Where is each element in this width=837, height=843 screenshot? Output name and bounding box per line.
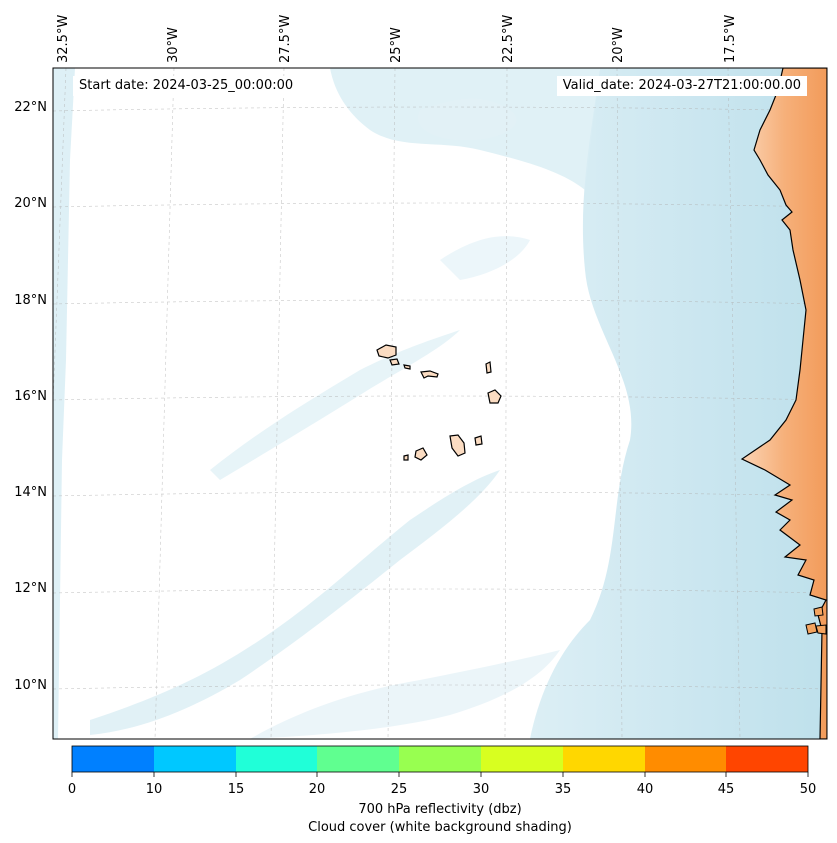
cloud-shading-east: [530, 68, 827, 739]
lat-tick-label: 14°N: [14, 485, 47, 500]
island-santiago: [449, 434, 466, 457]
lat-tick-label: 12°N: [14, 581, 47, 596]
island-santo-antao: [376, 344, 397, 359]
colorbar-segment: [726, 746, 808, 772]
island-brava: [403, 454, 409, 461]
cloud-shading-north2: [418, 98, 517, 141]
lat-tick-label: 22°N: [14, 100, 47, 115]
cloud-streak-4: [440, 236, 530, 280]
colorbar-segment: [563, 746, 645, 772]
valid-date-label: Valid_date: 2024-03-27T21:00:00.00: [556, 76, 807, 96]
colorbar-tick-label: 45: [718, 782, 735, 797]
lat-tick-label: 18°N: [14, 293, 47, 308]
island-sao-vicente: [389, 358, 400, 366]
island-fogo: [414, 447, 428, 461]
map-content: [53, 68, 827, 739]
lon-tick-label: 25°W: [389, 27, 404, 63]
island-sao-nicolau: [420, 370, 439, 379]
colorbar-frame: [71, 745, 809, 773]
lon-tick-label: 17.5°W: [723, 15, 738, 63]
island-maio: [474, 435, 483, 446]
start-date-label: Start date: 2024-03-25_00:00:00: [73, 76, 300, 96]
island-sal: [485, 361, 492, 374]
colorbar-tick-label: 30: [473, 782, 490, 797]
lon-tick-label: 30°W: [166, 27, 181, 63]
lon-tick-label: 27.5°W: [278, 15, 293, 63]
colorbar-segment: [645, 746, 726, 772]
colorbar-segment: [236, 746, 317, 772]
colorbar-tick-label: 50: [800, 782, 817, 797]
colorbar: 0 10 15 20 25 30 35 40 45 50 700 hPa ref…: [68, 745, 817, 835]
colorbar-tick-label: 35: [555, 782, 572, 797]
colorbar-tick-label: 0: [68, 782, 76, 797]
colorbar-segment: [154, 746, 236, 772]
colorbar-tick-label: 40: [637, 782, 654, 797]
cloud-streak-2: [210, 330, 460, 480]
lat-tick-label: 10°N: [14, 678, 47, 693]
colorbar-segment: [481, 746, 563, 772]
lon-tick-label: 20°W: [611, 27, 626, 63]
gridlines: [53, 68, 827, 739]
cloud-shading-west: [53, 68, 75, 739]
colorbar-segment: [399, 746, 481, 772]
lat-tick-label: 20°N: [14, 196, 47, 211]
colorbar-tick-label: 10: [146, 782, 163, 797]
bijagos-island-3: [815, 624, 827, 635]
island-boa-vista: [487, 389, 502, 404]
colorbar-segment: [317, 746, 399, 772]
island-santa-luzia: [403, 364, 411, 370]
colorbar-tick-label: 25: [391, 782, 408, 797]
africa-landmass: [740, 68, 827, 739]
cloud-streak-3: [250, 650, 560, 739]
colorbar-tick-label: 15: [228, 782, 245, 797]
lat-tick-label: 16°N: [14, 389, 47, 404]
bijagos-island-2: [805, 622, 818, 635]
colorbar-label-line2: Cloud cover (white background shading): [308, 820, 572, 835]
cloud-streak-1: [90, 470, 500, 735]
lon-tick-label: 32.5°W: [56, 15, 71, 63]
bijagos-island-1: [813, 606, 824, 617]
colorbar-tick-label: 20: [309, 782, 326, 797]
colorbar-label-line1: 700 hPa reflectivity (dbz): [358, 802, 521, 817]
map-frame: [52, 67, 828, 740]
lon-tick-label: 22.5°W: [501, 15, 516, 63]
colorbar-segment: [72, 746, 154, 772]
